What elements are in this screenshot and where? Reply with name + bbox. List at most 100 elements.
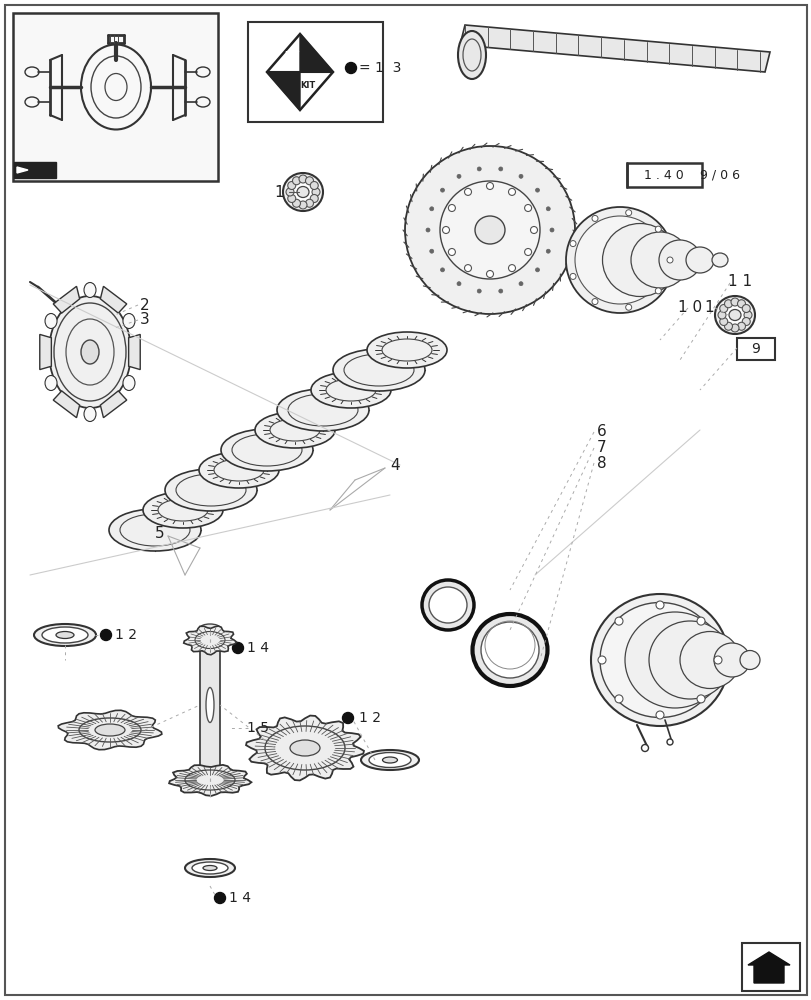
- Ellipse shape: [143, 492, 223, 528]
- Circle shape: [743, 311, 751, 319]
- Circle shape: [518, 282, 522, 286]
- Circle shape: [654, 226, 660, 232]
- Circle shape: [569, 273, 575, 279]
- Circle shape: [614, 695, 622, 703]
- Text: 1 2: 1 2: [358, 711, 380, 725]
- Circle shape: [730, 324, 738, 332]
- Polygon shape: [54, 391, 79, 418]
- Ellipse shape: [84, 406, 96, 422]
- Text: 7: 7: [596, 440, 606, 456]
- Circle shape: [641, 744, 648, 752]
- Ellipse shape: [81, 340, 99, 364]
- Circle shape: [719, 318, 727, 326]
- Circle shape: [448, 248, 455, 255]
- Polygon shape: [17, 167, 28, 173]
- Ellipse shape: [311, 372, 391, 408]
- Ellipse shape: [42, 627, 88, 643]
- Text: KIT: KIT: [284, 51, 299, 60]
- Ellipse shape: [283, 173, 323, 211]
- Ellipse shape: [109, 509, 201, 551]
- Circle shape: [655, 601, 663, 609]
- Text: 1 4: 1 4: [229, 891, 251, 905]
- Circle shape: [440, 188, 444, 192]
- Circle shape: [717, 311, 725, 319]
- Ellipse shape: [648, 621, 730, 699]
- Text: KIT: KIT: [300, 81, 315, 90]
- Circle shape: [448, 205, 455, 212]
- Text: 3: 3: [140, 312, 150, 328]
- Ellipse shape: [472, 614, 547, 686]
- Ellipse shape: [255, 412, 335, 448]
- Circle shape: [305, 199, 313, 207]
- Ellipse shape: [711, 253, 727, 267]
- Polygon shape: [299, 34, 333, 72]
- Ellipse shape: [95, 724, 125, 736]
- Text: 5: 5: [155, 526, 165, 540]
- Circle shape: [591, 299, 597, 305]
- Bar: [736, 338, 774, 360]
- Text: 1 2: 1 2: [115, 628, 137, 642]
- Circle shape: [292, 199, 300, 207]
- Ellipse shape: [277, 389, 368, 431]
- Ellipse shape: [599, 602, 719, 717]
- Circle shape: [486, 270, 493, 277]
- Circle shape: [546, 249, 550, 253]
- Ellipse shape: [457, 31, 486, 79]
- Text: = 1  3: = 1 3: [358, 61, 401, 75]
- Circle shape: [508, 265, 515, 272]
- Circle shape: [625, 210, 631, 216]
- Bar: [13, 13, 217, 181]
- Circle shape: [287, 195, 295, 203]
- Circle shape: [498, 167, 502, 171]
- Text: 6: 6: [596, 424, 606, 440]
- Polygon shape: [246, 716, 363, 780]
- Ellipse shape: [728, 310, 740, 320]
- Ellipse shape: [422, 580, 474, 630]
- Polygon shape: [58, 710, 161, 750]
- Ellipse shape: [602, 224, 676, 296]
- Bar: [741, 943, 799, 991]
- Circle shape: [597, 656, 605, 664]
- Circle shape: [232, 642, 243, 654]
- Circle shape: [440, 268, 444, 272]
- Circle shape: [741, 304, 749, 312]
- Text: 2: 2: [140, 298, 149, 312]
- Ellipse shape: [480, 622, 539, 678]
- Ellipse shape: [206, 688, 214, 722]
- Circle shape: [696, 695, 704, 703]
- Circle shape: [285, 188, 294, 196]
- Ellipse shape: [428, 587, 466, 623]
- Ellipse shape: [45, 375, 57, 390]
- Circle shape: [736, 300, 744, 308]
- Ellipse shape: [565, 207, 673, 313]
- Bar: [247, 22, 383, 122]
- Ellipse shape: [290, 740, 320, 756]
- Ellipse shape: [685, 247, 713, 273]
- Ellipse shape: [122, 314, 135, 328]
- Circle shape: [666, 257, 672, 263]
- Bar: [14, 162, 56, 178]
- Circle shape: [429, 207, 433, 211]
- Ellipse shape: [624, 612, 724, 708]
- Ellipse shape: [574, 216, 664, 304]
- Ellipse shape: [719, 301, 749, 329]
- Text: 1 4: 1 4: [247, 641, 268, 655]
- Ellipse shape: [474, 216, 504, 244]
- Circle shape: [464, 265, 471, 272]
- Ellipse shape: [713, 643, 749, 677]
- Text: 1 5: 1 5: [247, 721, 268, 735]
- Circle shape: [457, 282, 461, 286]
- Circle shape: [730, 298, 738, 306]
- Polygon shape: [169, 765, 251, 796]
- Circle shape: [549, 228, 553, 232]
- Polygon shape: [128, 334, 140, 370]
- Ellipse shape: [297, 186, 309, 198]
- Ellipse shape: [367, 332, 446, 368]
- Circle shape: [534, 188, 539, 192]
- Circle shape: [736, 322, 744, 330]
- Circle shape: [101, 630, 111, 640]
- Circle shape: [457, 174, 461, 178]
- Ellipse shape: [200, 624, 220, 632]
- Circle shape: [298, 201, 307, 209]
- Circle shape: [486, 183, 493, 190]
